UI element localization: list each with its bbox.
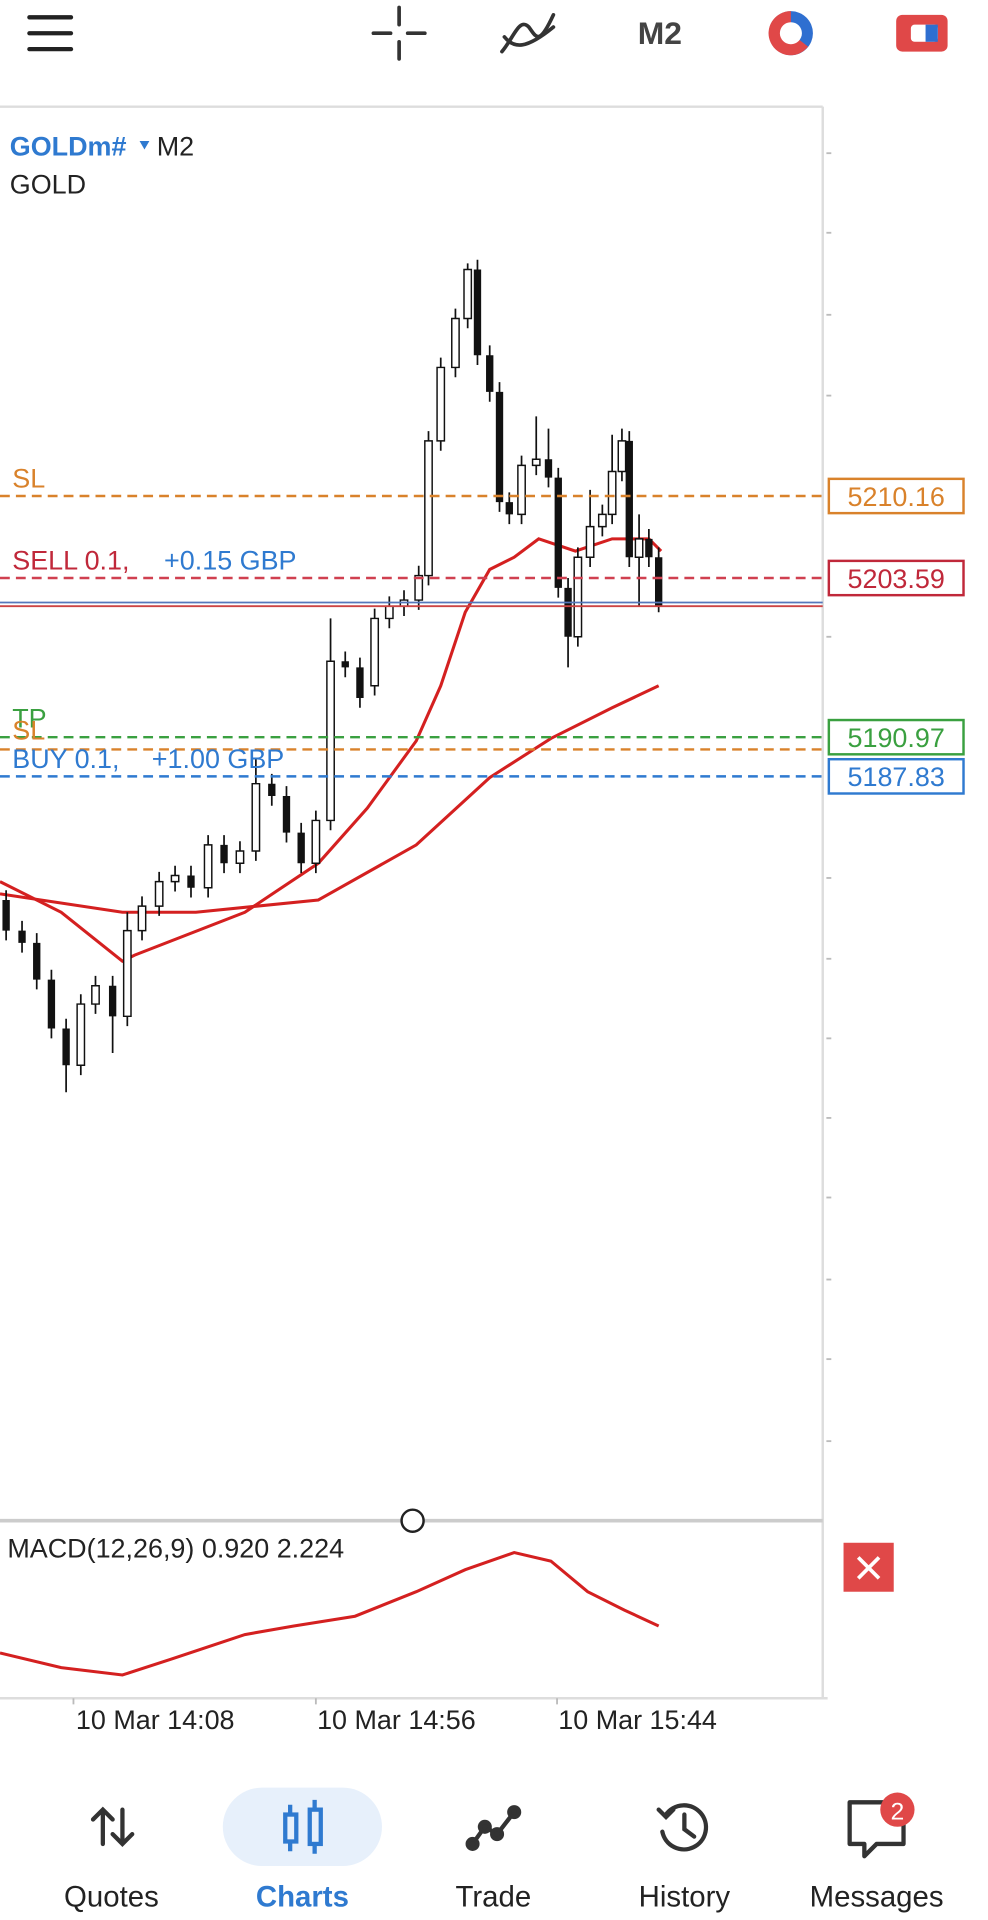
- price-tags: 5210.16 5203.59 5187.83 5190.97: [827, 477, 965, 795]
- nav-label[interactable]: Quotes: [64, 1880, 159, 1913]
- quotes-icon[interactable]: [90, 1806, 135, 1847]
- price-tag: 5210.16: [848, 482, 945, 512]
- indicators-button[interactable]: [500, 13, 556, 54]
- symbol-header: GOLDm# M2 GOLD: [10, 132, 194, 200]
- tp-label: TP: [12, 703, 46, 733]
- bottom-nav: 2 Quotes Charts Trade History Messages: [64, 1787, 944, 1913]
- one-click-button[interactable]: [768, 11, 813, 56]
- symbol-dropdown[interactable]: [139, 140, 150, 150]
- nav-label[interactable]: History: [639, 1880, 731, 1913]
- chart-frame: [0, 105, 828, 1700]
- indicator-label: MACD(12,26,9) 0.920 2.224: [7, 1533, 344, 1563]
- badge: [880, 1792, 915, 1827]
- history-icon[interactable]: [656, 1803, 709, 1852]
- candles: [2, 259, 663, 1093]
- macd-signal: [0, 1550, 660, 1677]
- symbol[interactable]: GOLDm#: [10, 132, 127, 162]
- menu-button[interactable]: [27, 15, 74, 52]
- nav-label[interactable]: Messages: [810, 1880, 944, 1913]
- chart-timeframe: M2: [157, 132, 194, 162]
- trade-button[interactable]: [896, 14, 948, 52]
- nav-label[interactable]: Trade: [456, 1880, 532, 1913]
- timeframe-button[interactable]: M2: [638, 15, 682, 51]
- bullish-bodies: [76, 268, 644, 1067]
- bearish-bodies: [2, 269, 663, 1066]
- axis-ticks: [72, 152, 832, 1705]
- crosshair-button[interactable]: [371, 5, 427, 61]
- slow-ma: [0, 684, 660, 914]
- time-axis: 10 Mar 14:08 10 Mar 14:56 10 Mar 15:44: [76, 1705, 717, 1735]
- price-tag: 5190.97: [848, 723, 945, 753]
- sell-label: SELL 0.1,: [12, 545, 129, 575]
- line-labels: SL SELL 0.1, +0.15 GBP TP SL BUY 0.1, +1…: [12, 463, 296, 773]
- sl-label: SL: [12, 716, 45, 746]
- nav-label[interactable]: Charts: [256, 1880, 349, 1913]
- badge-count: 2: [891, 1798, 905, 1825]
- trade-icon[interactable]: [465, 1805, 522, 1851]
- pane-handle[interactable]: [400, 1508, 425, 1533]
- time-label: 10 Mar 15:44: [558, 1705, 717, 1735]
- buy-label: BUY 0.1,: [12, 744, 119, 774]
- toolbar: M2: [27, 5, 948, 61]
- sl-label: SL: [12, 463, 45, 493]
- price-lines: [0, 494, 823, 778]
- price-tag: 5203.59: [848, 564, 945, 594]
- sell-profit: +0.15 GBP: [164, 545, 296, 575]
- price-tag: 5187.83: [848, 762, 945, 792]
- symbol-description: GOLD: [10, 170, 86, 200]
- buy-profit: +1.00 GBP: [152, 744, 284, 774]
- active-pill: [222, 1787, 382, 1866]
- time-label: 10 Mar 14:08: [76, 1705, 235, 1735]
- charts-icon[interactable]: [283, 1799, 323, 1854]
- time-label: 10 Mar 14:56: [317, 1705, 476, 1735]
- close-indicator[interactable]: [843, 1542, 894, 1592]
